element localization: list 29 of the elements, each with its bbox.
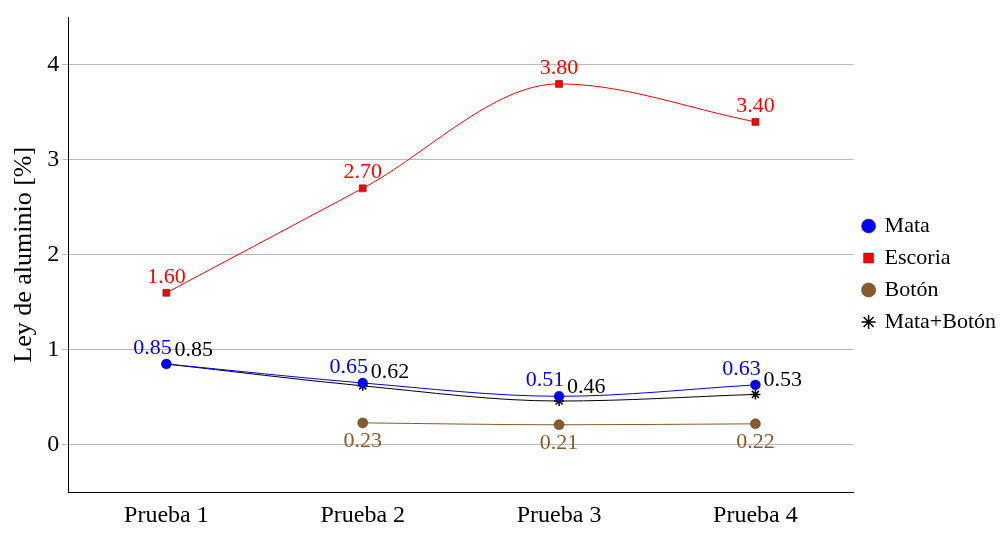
data-label: 0.22	[736, 427, 775, 453]
data-label: 0.63	[722, 354, 761, 380]
y-tick-label: 1	[47, 335, 60, 362]
x-tick-label: Prueba 4	[713, 500, 798, 527]
data-label: 0.46	[567, 373, 606, 399]
y-tick-label: 3	[47, 145, 60, 172]
y-tick-label: 4	[47, 50, 60, 77]
data-label: 0.62	[370, 357, 410, 383]
data-label: 1.60	[147, 262, 186, 288]
legend-label: Mata	[884, 211, 931, 237]
data-label: 0.53	[763, 366, 802, 392]
data-label: 0.21	[539, 428, 579, 454]
data-label: 0.23	[343, 426, 382, 452]
data-label: 0.51	[525, 366, 565, 392]
data-label: 0.85	[174, 336, 213, 361]
data-label: 0.65	[329, 353, 368, 378]
y-tick-label: 2	[47, 240, 60, 267]
data-label: 3.40	[736, 91, 775, 117]
legend-label: Mata+Botón	[884, 307, 997, 333]
x-tick-label: Prueba 2	[320, 500, 406, 527]
x-tick-label: Prueba 3	[516, 500, 602, 527]
y-tick-label: 0	[47, 430, 60, 457]
legend-label: Escoria	[884, 243, 951, 269]
x-tick-label: Prueba 1	[124, 500, 209, 527]
data-label: 3.80	[539, 53, 579, 79]
data-label: 0.85	[133, 334, 172, 359]
legend-label: Botón	[884, 275, 939, 301]
data-label: 2.70	[343, 158, 382, 184]
y-axis-title: Ley de aluminio [%]	[8, 146, 38, 363]
